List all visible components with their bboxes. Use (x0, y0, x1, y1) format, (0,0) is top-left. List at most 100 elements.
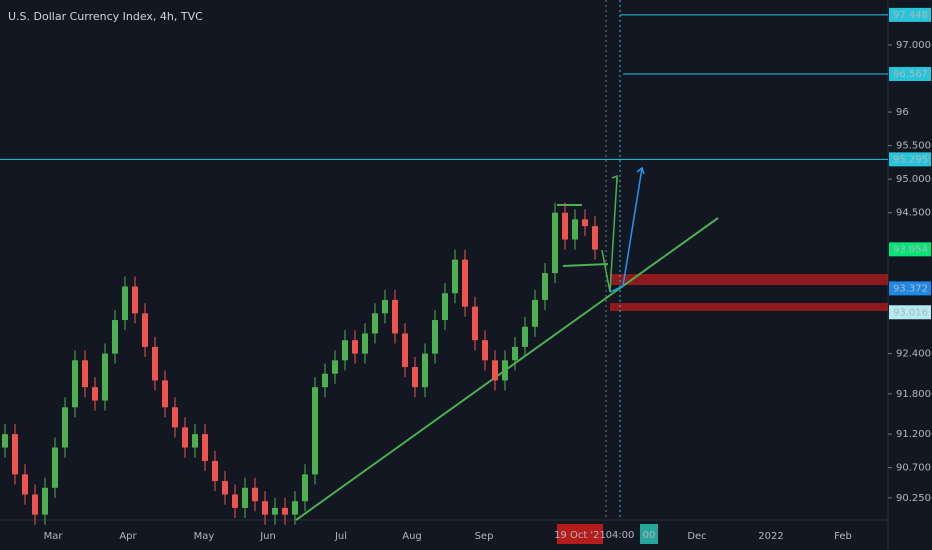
price-label: 93.372 (893, 283, 928, 294)
price-label-box (889, 152, 931, 167)
price-label-box (889, 242, 931, 257)
candle-body (92, 387, 98, 401)
candle-body (542, 273, 548, 300)
candle-body (52, 447, 58, 488)
price-label-box (889, 67, 931, 82)
y-tick-label: 90.250 (896, 493, 931, 504)
y-tick-label: 97.000 (896, 40, 931, 51)
price-label: 93.016 (893, 307, 928, 318)
candle-body (142, 313, 148, 347)
candle-body (82, 360, 88, 388)
candle-body (122, 286, 128, 321)
candle-body (422, 353, 428, 388)
candle-body (352, 340, 358, 354)
candle-body (582, 219, 588, 227)
candle-body (152, 346, 158, 381)
candle-body (132, 286, 138, 314)
candle-body (42, 487, 48, 515)
candle-body (472, 306, 478, 341)
range-bottom (562, 263, 609, 267)
candle-body (382, 299, 388, 314)
candle-body (32, 494, 38, 515)
y-tick-label: 94.500 (896, 208, 931, 219)
projection-arrow-alt (609, 167, 643, 293)
candle-body (12, 434, 18, 475)
candle-body (502, 360, 508, 381)
candle-body (332, 360, 338, 374)
x-tick-label: Dec (687, 531, 706, 542)
y-tick-label: 92.400 (896, 349, 931, 360)
time-label: 00 (643, 530, 656, 541)
arrow-head-alt (636, 166, 645, 175)
price-label: 96.567 (893, 69, 928, 80)
y-tick-label: 90.700 (896, 463, 931, 474)
candle-body (172, 407, 178, 428)
candle-body (442, 293, 448, 321)
x-tick-label: May (194, 531, 215, 542)
candle-body (432, 320, 438, 354)
x-tick-label: 2022 (758, 531, 783, 542)
candle-body (2, 434, 8, 448)
candle-body (72, 360, 78, 408)
time-label: 19 Oct '21 (554, 530, 606, 541)
candle-body (512, 346, 518, 361)
x-tick-label: Apr (119, 531, 137, 542)
candle-body (302, 474, 308, 502)
price-label: 97.448 (893, 10, 928, 21)
candle-body (222, 481, 228, 495)
x-tick-label: Jul (334, 531, 347, 542)
time-label-box (557, 524, 603, 544)
x-tick-label: Feb (834, 531, 852, 542)
y-tick-label: 95.500 (896, 141, 931, 152)
price-label: 95.295 (893, 154, 928, 165)
candle-body (192, 434, 198, 448)
candle-body (562, 212, 568, 240)
candle-body (212, 460, 218, 482)
candle-body (522, 326, 528, 347)
x-tick-label: Aug (402, 531, 422, 542)
candle-body (282, 507, 288, 515)
candle-body (322, 373, 328, 388)
candle-body (242, 487, 248, 508)
x-tick-label: Jun (259, 531, 276, 542)
x-tick-label: Mar (44, 531, 64, 542)
candle-body (492, 360, 498, 381)
candle-body (22, 474, 28, 495)
candle-body (272, 507, 278, 515)
price-label: 93.954 (893, 244, 928, 255)
candle-body (232, 494, 238, 508)
candle-body (112, 320, 118, 354)
candle-body (552, 212, 558, 274)
y-tick-label: 91.200 (896, 429, 931, 440)
candle-body (252, 487, 258, 502)
candle-body (372, 313, 378, 334)
candle-body (62, 407, 68, 448)
arrow-head (611, 174, 618, 182)
resistance-zone (610, 274, 888, 285)
candle-body (392, 299, 398, 334)
support-zone (610, 303, 888, 311)
candle-body (532, 299, 538, 327)
overlay: 97.000 96 95.500 95.000 94.500 92.400 91.800 91… (0, 7, 931, 544)
candle-body (402, 333, 408, 368)
chart-title: U.S. Dollar Currency Index, 4h, TVC (8, 10, 203, 23)
candle-body (262, 501, 268, 515)
time-label-box (640, 524, 658, 544)
candle-body (342, 340, 348, 361)
candle-body (592, 226, 598, 250)
candle-body (202, 434, 208, 461)
y-tick-label: 95.000 (896, 174, 931, 185)
candle-body (572, 219, 578, 240)
price-label-box (889, 305, 931, 320)
candle-body (102, 353, 108, 401)
candle-body (482, 340, 488, 361)
candle-body (452, 259, 458, 294)
time-label-box (606, 524, 634, 544)
candles (2, 202, 598, 525)
y-tick-label: 96 (896, 107, 909, 118)
candle-body (362, 333, 368, 354)
candle-body (182, 427, 188, 448)
candle-body (412, 367, 418, 388)
